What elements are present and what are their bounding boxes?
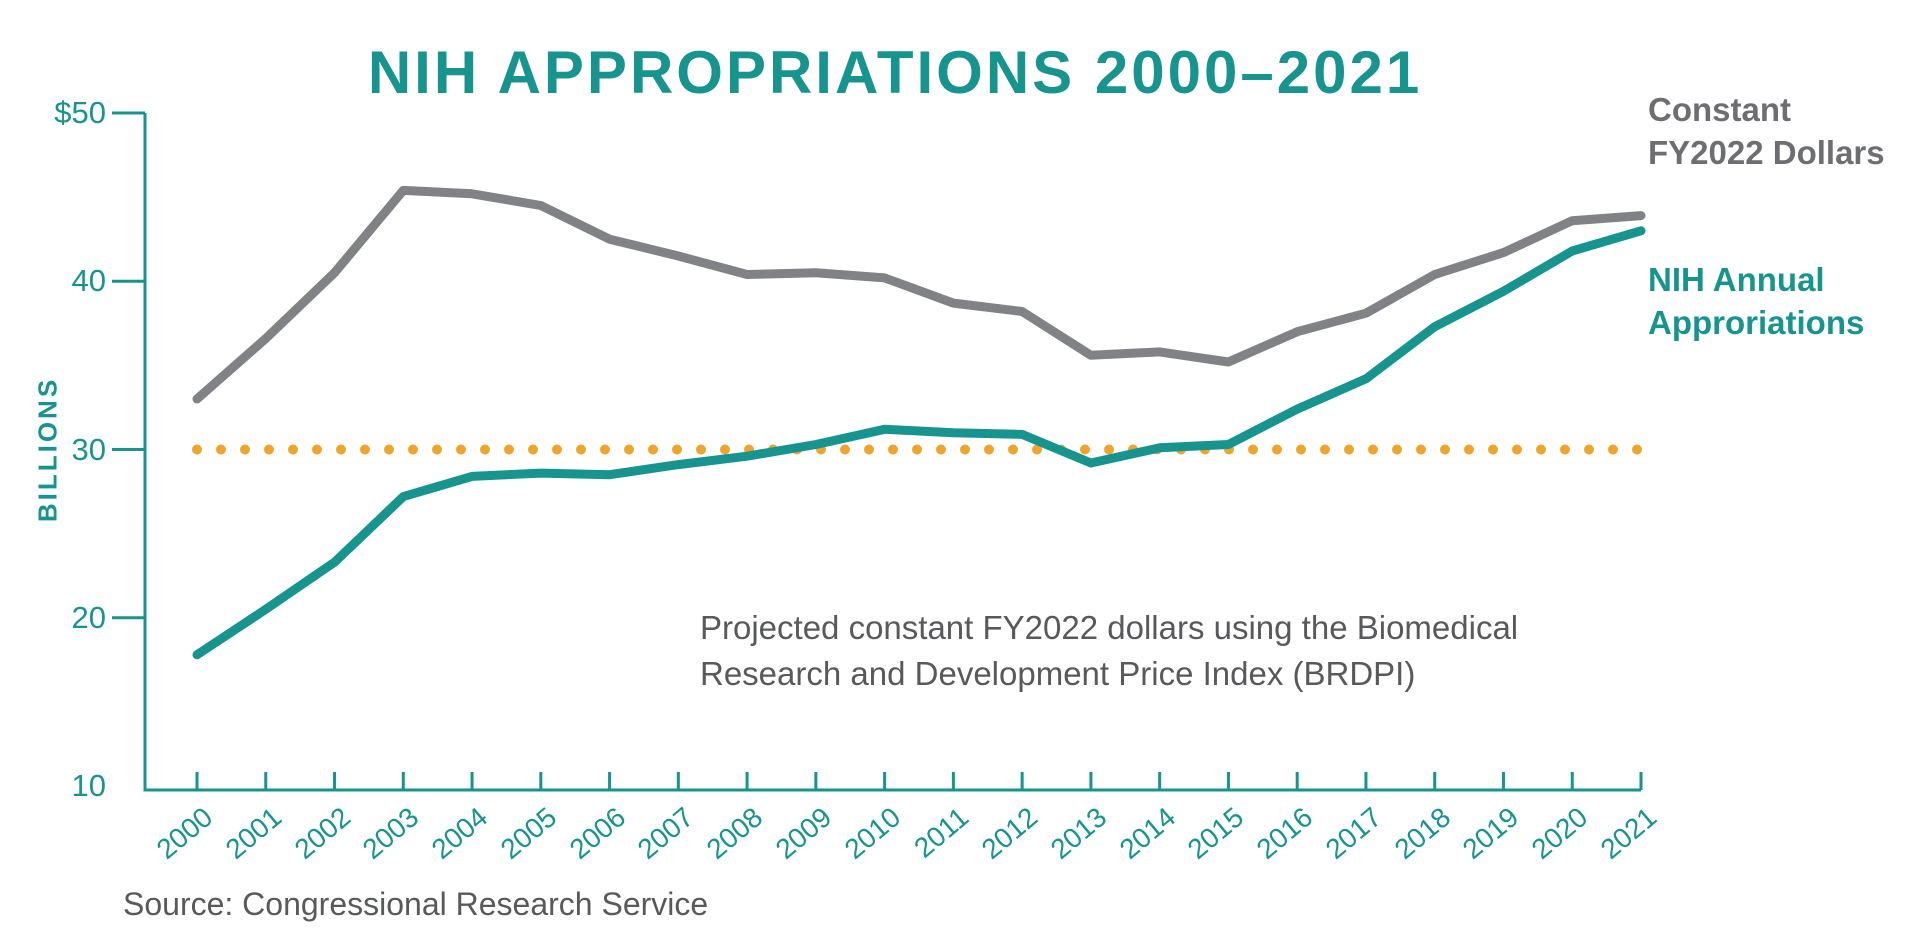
reference-dot	[624, 444, 634, 455]
y-tick-label: $50	[54, 95, 106, 130]
reference-dot	[1008, 444, 1018, 455]
reference-dot	[1248, 444, 1258, 455]
legend-constant-line2: FY2022 Dollars	[1648, 134, 1885, 171]
y-tick-label: 30	[71, 431, 106, 467]
reference-dot	[576, 444, 586, 455]
legend-nih-line1: NIH Annual	[1648, 261, 1825, 298]
series-constant-fy2022-line	[192, 185, 1646, 404]
reference-dot	[1632, 444, 1642, 455]
reference-dot	[1416, 444, 1426, 455]
reference-dot	[1344, 444, 1354, 455]
reference-dot	[912, 444, 922, 455]
reference-dot	[1104, 444, 1114, 455]
reference-dot	[456, 444, 466, 455]
y-tick-label: 10	[71, 768, 106, 803]
legend-nih-line2: Approriations	[1648, 304, 1865, 341]
reference-dot	[720, 444, 730, 455]
reference-dot	[696, 444, 706, 455]
reference-dot	[1488, 444, 1498, 455]
reference-dot	[408, 444, 418, 455]
reference-dot	[1560, 444, 1570, 455]
axis-lines	[143, 113, 1641, 792]
reference-dot	[288, 444, 298, 455]
reference-dot	[480, 444, 490, 455]
chart-title: NIH APPROPRIATIONS 2000–2021	[367, 39, 1423, 106]
reference-dot	[312, 444, 322, 455]
reference-dot	[528, 444, 538, 455]
reference-dot	[552, 444, 562, 455]
reference-dot	[1440, 444, 1450, 455]
y-tick-label: 40	[71, 263, 106, 299]
reference-dot	[336, 444, 346, 455]
reference-dot	[1512, 444, 1522, 455]
reference-dot	[1584, 444, 1594, 455]
legend-constant-line1: Constant	[1648, 91, 1791, 128]
series-nih-appropriations-line	[192, 226, 1646, 660]
reference-dot	[1032, 444, 1042, 455]
reference-dot	[1296, 444, 1306, 455]
reference-dot	[360, 444, 370, 455]
reference-dot	[1536, 444, 1546, 455]
y-tick-label: 20	[71, 599, 106, 635]
reference-dot	[1464, 444, 1474, 455]
reference-dot	[648, 444, 658, 455]
reference-dot	[504, 444, 514, 455]
reference-dot	[384, 444, 394, 455]
reference-dot	[600, 444, 610, 455]
legend-nih-annual: NIH Annual Approriations	[1648, 258, 1864, 344]
reference-dot	[1608, 444, 1618, 455]
reference-dot	[264, 444, 274, 455]
reference-dot	[192, 444, 202, 455]
annotation-line2: Research and Development Price Index (BR…	[700, 655, 1416, 692]
reference-dot	[960, 444, 970, 455]
reference-dot	[1272, 444, 1282, 455]
source-note: Source: Congressional Research Service	[123, 886, 709, 922]
legend-constant-fy2022: Constant FY2022 Dollars	[1648, 88, 1885, 174]
reference-dot	[672, 444, 682, 455]
reference-dot	[1080, 444, 1090, 455]
reference-dot	[216, 444, 226, 455]
reference-dot	[864, 444, 874, 455]
reference-dot	[240, 444, 250, 455]
reference-dot	[1392, 444, 1402, 455]
reference-dot	[1368, 444, 1378, 455]
reference-dot	[432, 444, 442, 455]
reference-dot	[888, 444, 898, 455]
reference-dot	[840, 444, 850, 455]
annotation-line1: Projected constant FY2022 dollars using …	[700, 609, 1519, 646]
reference-dot	[936, 444, 946, 455]
reference-dot	[1320, 444, 1330, 455]
projection-annotation: Projected constant FY2022 dollars using …	[700, 605, 1518, 697]
reference-dot	[984, 444, 994, 455]
